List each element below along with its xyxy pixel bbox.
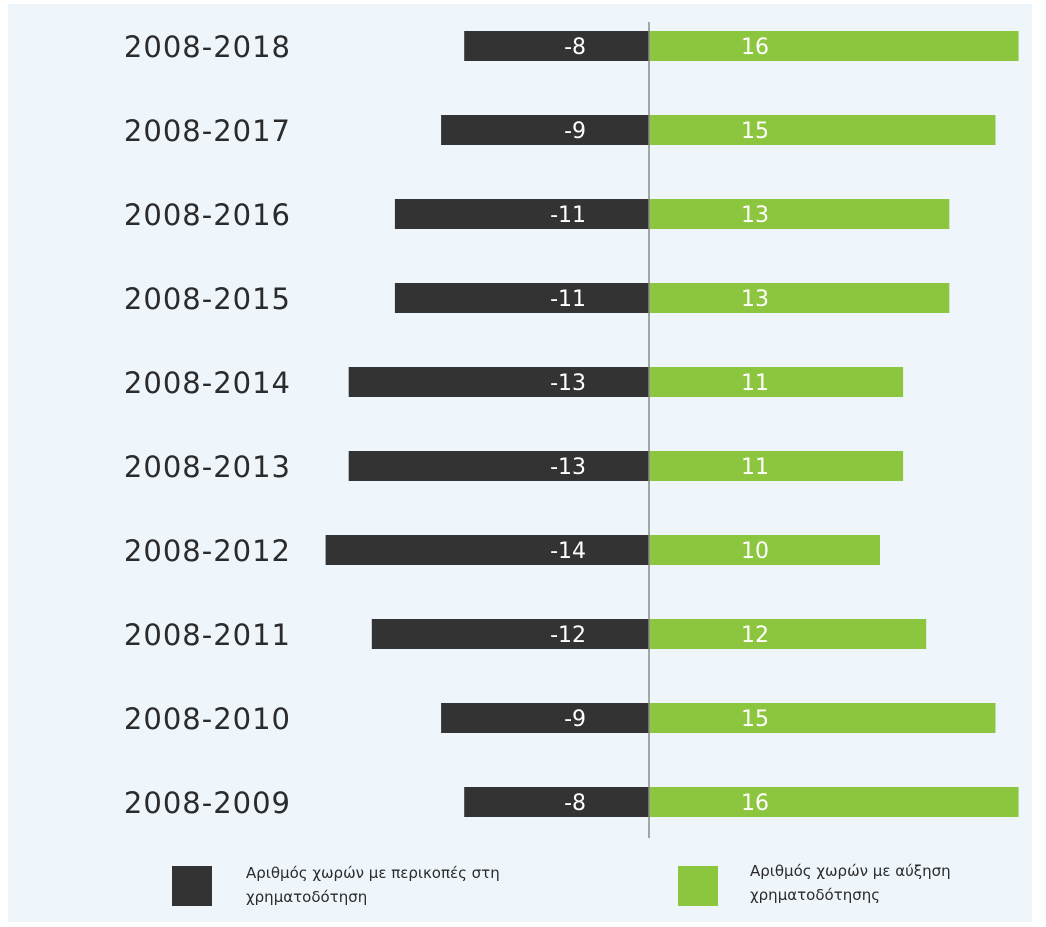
bar-funding-cuts [371, 619, 649, 649]
bar-value-label-cuts: -11 [550, 203, 586, 228]
category-label: 2008-2017 [124, 114, 291, 148]
bar-value-label-cuts: -8 [564, 35, 586, 60]
legend-swatch-cuts [172, 866, 212, 906]
bar-funding-increase [649, 367, 904, 397]
bar-value-label-cuts: -9 [564, 707, 586, 732]
bar-value-label-increase: 13 [741, 203, 769, 228]
bar-funding-increase [649, 619, 927, 649]
bar-funding-cuts [348, 451, 649, 481]
bar-funding-cuts [325, 535, 649, 565]
bar-funding-increase [649, 535, 880, 565]
bar-funding-increase [649, 283, 950, 313]
bar-funding-cuts [441, 115, 649, 145]
bar-value-label-cuts: -9 [564, 119, 586, 144]
bar-value-label-increase: 16 [741, 35, 769, 60]
bar-value-label-cuts: -8 [564, 791, 586, 816]
bar-funding-increase [649, 31, 1019, 61]
bar-value-label-cuts: -13 [550, 455, 586, 480]
category-label: 2008-2009 [124, 786, 291, 820]
bar-value-label-increase: 11 [741, 455, 769, 480]
category-label: 2008-2012 [124, 534, 291, 568]
bar-funding-increase [649, 199, 950, 229]
diverging-bar-chart: 2008-2018 -8 16 2008-2017 -9 15 2008-2016 -11 13… [124, 22, 1019, 906]
bar-value-label-increase: 16 [741, 791, 769, 816]
chart-panel: 2008-2018 -8 16 2008-2017 -9 15 2008-2016 -11 13… [8, 4, 1032, 922]
bar-funding-increase [649, 787, 1019, 817]
legend-label-cuts-line-2: χρηματοδότηση [246, 888, 367, 906]
category-label: 2008-2016 [124, 198, 291, 232]
bar-value-label-increase: 10 [741, 539, 769, 564]
category-label: 2008-2014 [124, 366, 291, 400]
bar-value-label-cuts: -14 [550, 539, 586, 564]
legend-swatch-increase [678, 866, 718, 906]
bar-value-label-cuts: -12 [550, 623, 586, 648]
category-label: 2008-2013 [124, 450, 291, 484]
bar-funding-cuts [464, 31, 649, 61]
bar-value-label-increase: 15 [741, 119, 769, 144]
category-label: 2008-2018 [124, 30, 291, 64]
labels-layer: 2008-2018 -8 16 2008-2017 -9 15 2008-2016 -11 13… [124, 30, 769, 820]
category-label: 2008-2015 [124, 282, 291, 316]
bar-funding-cuts [464, 787, 649, 817]
bar-value-label-increase: 13 [741, 287, 769, 312]
bar-funding-increase [649, 115, 996, 145]
bar-funding-cuts [348, 367, 649, 397]
category-label: 2008-2010 [124, 702, 291, 736]
bar-value-label-cuts: -13 [550, 371, 586, 396]
bar-funding-cuts [394, 199, 649, 229]
bars-layer [325, 31, 1019, 817]
legend-label-increase-line-1: Αριθμός χωρών με αύξηση [750, 862, 951, 880]
bar-funding-increase [649, 451, 904, 481]
bar-funding-cuts [441, 703, 649, 733]
bar-value-label-increase: 12 [741, 623, 769, 648]
legend: Αριθμός χωρών με περικοπές στη χρηματοδό… [172, 862, 951, 906]
legend-label-increase-line-2: χρηματοδότησης [750, 886, 880, 904]
bar-funding-increase [649, 703, 996, 733]
legend-label-cuts-line-1: Αριθμός χωρών με περικοπές στη [246, 864, 500, 882]
bar-value-label-increase: 11 [741, 371, 769, 396]
bar-value-label-cuts: -11 [550, 287, 586, 312]
bar-funding-cuts [394, 283, 649, 313]
category-label: 2008-2011 [124, 618, 291, 652]
bar-value-label-increase: 15 [741, 707, 769, 732]
